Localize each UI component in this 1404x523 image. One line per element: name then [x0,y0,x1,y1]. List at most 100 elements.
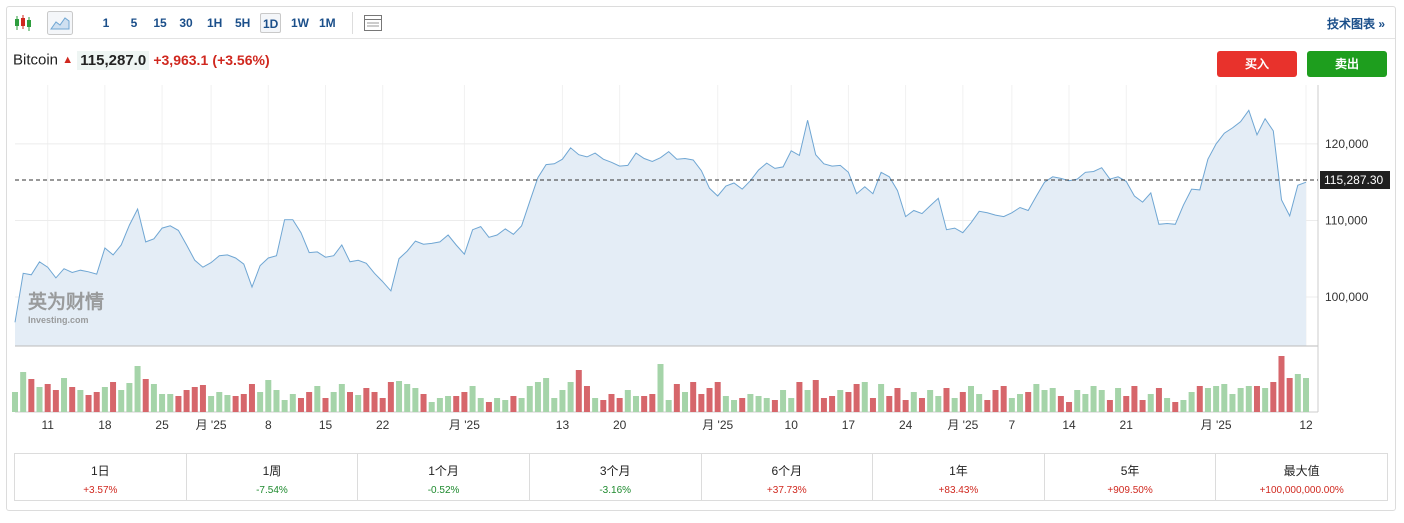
volume-bar [771,400,778,412]
volume-bar [420,394,427,412]
volume-bar [673,384,680,412]
volume-bar [1082,394,1089,412]
candle-icon[interactable] [13,13,33,33]
period-change: -0.52% [427,485,460,496]
interval-button[interactable]: 1D [260,13,282,33]
period: 1周 [262,464,282,478]
x-tick-label: 月 '25 [1201,418,1232,432]
volume-bar [469,386,476,412]
volume-bar [682,392,689,412]
volume-bar [1196,386,1203,412]
volume-bar [780,390,787,412]
price-line [14,109,1307,323]
interval-button[interactable]: 1H [207,16,223,30]
volume-bar [330,392,337,412]
toolbar: 1 5 15 30 1H 5H 1D 1W 1M 技术图表 » [7,7,1395,39]
volume-bar [363,388,370,412]
volume-bar [853,384,860,412]
interval-button[interactable]: 5H [235,16,251,30]
performance-table: 1日 +3.57% 1周 -7.54% 1个月 -0.52% 3个月 -3.16% 6个月 +37… [14,453,1388,501]
x-tick-label: 8 [265,418,272,432]
change: +3,963.1 [153,52,209,69]
period-change: +37.73% [766,485,807,496]
volume-bar [265,380,272,412]
volume-bar [1245,386,1252,412]
watermark-site: Investing.com [28,315,89,325]
chart-widget: 1 5 15 30 1H 5H 1D 1W 1M 技术图表 » Bitcoin ▲ 115,28… [6,6,1396,511]
volume-bar [927,390,934,412]
x-tick-label: 12 [1299,418,1313,432]
volume-bar [1188,392,1195,412]
interval-button[interactable]: 1 [102,16,110,30]
x-tick-label: 月 '25 [947,418,978,432]
volume-bar [967,386,974,412]
volume-bar [1278,356,1285,412]
volume-bar [44,384,51,412]
volume-bar [902,400,909,412]
volume-bar [1041,390,1048,412]
volume-bar [314,386,321,412]
volume-bar [592,398,599,412]
volume-bar [1229,394,1236,412]
volume-bar [69,387,76,412]
volume-bar [404,384,411,412]
interval-button[interactable]: 1M [319,16,336,30]
volume-bar [297,398,304,412]
interval-button[interactable]: 1W [291,16,309,30]
performance-cell: 6个月 +37.73% [702,454,874,500]
technical-chart-link[interactable]: 技术图表 » [1326,17,1385,31]
volume-bar [1057,396,1064,412]
volume-bar [379,398,386,412]
x-tick-label: 15 [319,418,333,432]
up-arrow: ▲ [62,54,74,67]
volume-bar [1164,398,1171,412]
volume-bar [575,370,582,412]
volume-bar [657,364,664,412]
volume-bar [698,394,705,412]
x-tick-label: 月 '25 [196,418,227,432]
volume-bar [1098,390,1105,412]
x-tick-label: 11 [41,418,54,432]
period-change: +909.50% [1107,485,1153,496]
volume-bar [1049,388,1056,412]
volume-bar [886,396,893,412]
volume-bar [959,392,966,412]
volume-bar [731,400,738,412]
x-tick-label: 7 [1009,418,1016,432]
volume-bar [20,372,27,412]
header: Bitcoin ▲ 115,287.0 +3,963.1 (+3.56%) [13,50,270,70]
volume-bar [583,386,590,412]
volume-bar [232,396,239,412]
volume-bar [216,392,223,412]
volume-bar [861,382,868,412]
volume-bar [208,396,215,412]
sell-button[interactable]: 卖出 [1307,51,1387,77]
x-tick-label: 21 [1120,418,1134,432]
volume-bar [1172,402,1179,412]
asset-name: Bitcoin [13,51,59,69]
x-tick-label: 14 [1062,418,1076,432]
volume-bar [632,396,639,412]
x-tick-label: 25 [155,418,169,432]
x-tick-label: 17 [842,418,856,432]
volume-bar [788,398,795,412]
volume-bar [1106,400,1113,412]
performance-cell: 最大值 +100,000,000.00% [1216,454,1387,500]
separator [352,12,353,34]
interval-button[interactable]: 30 [179,16,193,30]
volume-bar [248,384,255,412]
volume-bar [1123,396,1130,412]
volume-bar [910,392,917,412]
volume-bar [624,390,631,412]
buy-button[interactable]: 买入 [1217,51,1297,77]
area-icon[interactable] [47,11,73,35]
volume-bar [1180,400,1187,412]
volume-bar [110,382,117,412]
volume-bar [820,398,827,412]
volume-bar [412,388,419,412]
chart: 英为财情 Investing.com 100,000 110,000 120,000 11… [12,85,1390,432]
interval-button[interactable]: 15 [153,16,167,30]
interval-button[interactable]: 5 [130,16,138,30]
table-icon[interactable] [363,13,383,33]
volume-bar [918,398,925,412]
